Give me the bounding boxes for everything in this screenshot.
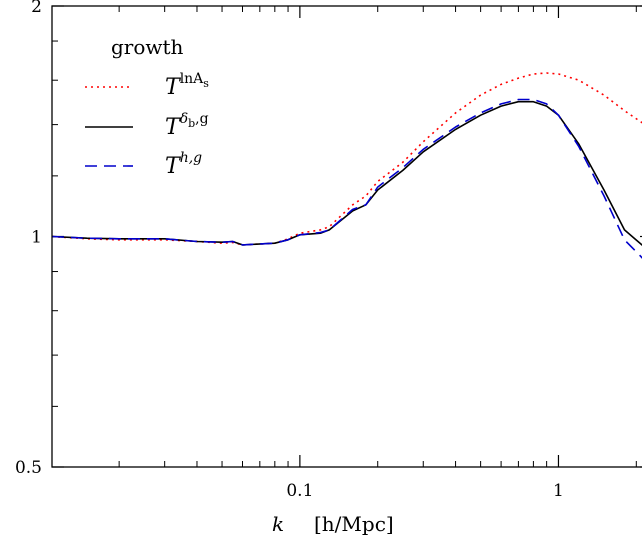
series-line-1 xyxy=(52,100,642,247)
x-axis-label-unit: [h/Mpc] xyxy=(314,512,394,536)
y-tick-label-1: 1 xyxy=(31,228,42,248)
x-tick-label-0: 0.1 xyxy=(286,481,313,501)
x-axis-label-k: k xyxy=(272,512,284,536)
y-tick-label-0: 0.5 xyxy=(15,458,42,478)
ticks-layer: 0.1 1 0.5 1 2 xyxy=(15,0,642,501)
y-tick-label-2: 2 xyxy=(31,0,42,17)
series-line-2 xyxy=(52,98,642,259)
legend: growth TlnAs Tδb,g Th,g xyxy=(85,35,209,179)
legend-label-delta-b-g: Tδb,g xyxy=(165,111,209,140)
legend-label-ln-as: TlnAs xyxy=(165,71,209,100)
plot-frame xyxy=(51,5,642,468)
series-layer xyxy=(52,72,642,259)
legend-label-h-g: Th,g xyxy=(165,150,202,179)
x-tick-label-1: 1 xyxy=(553,481,564,501)
legend-title: growth xyxy=(111,35,184,59)
series-line-0 xyxy=(52,72,642,246)
